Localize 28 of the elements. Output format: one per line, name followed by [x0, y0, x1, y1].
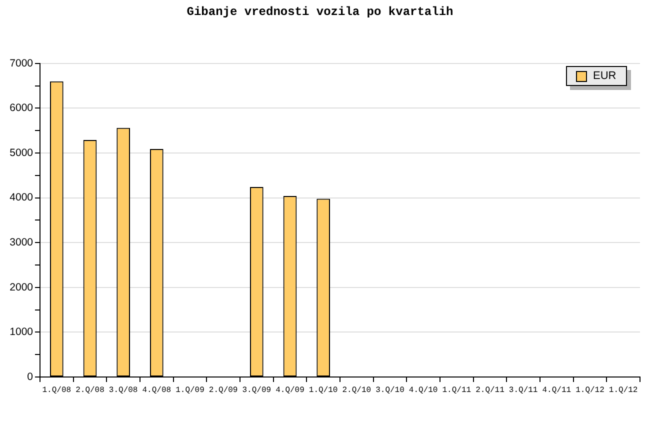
legend-label: EUR	[593, 70, 616, 82]
x-tick-label: 2.Q/09	[208, 386, 238, 395]
y-tick-label: 1000	[10, 326, 34, 338]
x-tick-label: 1.Q/11	[442, 386, 472, 395]
y-tick-label: 2000	[10, 281, 34, 294]
x-tick-label: 4.Q/11	[542, 386, 572, 395]
x-tick-label: 2.Q/08	[76, 386, 105, 395]
x-tick-label: 3.Q/11	[508, 386, 538, 395]
x-tick-label: 2.Q/10	[342, 386, 372, 395]
x-tick-label: 2.Q/11	[476, 386, 505, 395]
x-tick-label: 3.Q/10	[376, 386, 405, 395]
x-tick-label: 4.Q/09	[276, 386, 305, 395]
y-tick-label: 4000	[10, 192, 34, 204]
x-tick-label: 3.Q/08	[108, 386, 138, 395]
y-tick-label: 6000	[10, 102, 34, 114]
x-tick-label: 1.Q/09	[176, 386, 205, 395]
x-tick-label: 1.Q/12	[576, 386, 605, 395]
x-tick-label: 4.Q/10	[408, 386, 438, 395]
y-tick-label: 5000	[10, 146, 34, 159]
chart-title: Gibanje vrednosti vozila po kvartalih	[186, 5, 454, 20]
y-tick-label: 0	[27, 370, 34, 383]
x-tick-label: 1.Q/12	[608, 386, 638, 395]
x-tick-label: 1.Q/10	[308, 386, 338, 395]
y-tick-label: 7000	[10, 57, 34, 70]
x-tick-label: 1.Q/08	[42, 386, 72, 395]
y-tick-label: 3000	[10, 236, 34, 248]
x-tick-label: 3.Q/09	[242, 386, 272, 395]
x-tick-label: 4.Q/08	[142, 386, 172, 395]
